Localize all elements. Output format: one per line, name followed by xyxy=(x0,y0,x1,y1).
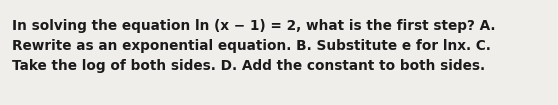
Text: In solving the equation ln (x − 1) = 2, what is the first step? A.
Rewrite as an: In solving the equation ln (x − 1) = 2, … xyxy=(12,19,496,73)
